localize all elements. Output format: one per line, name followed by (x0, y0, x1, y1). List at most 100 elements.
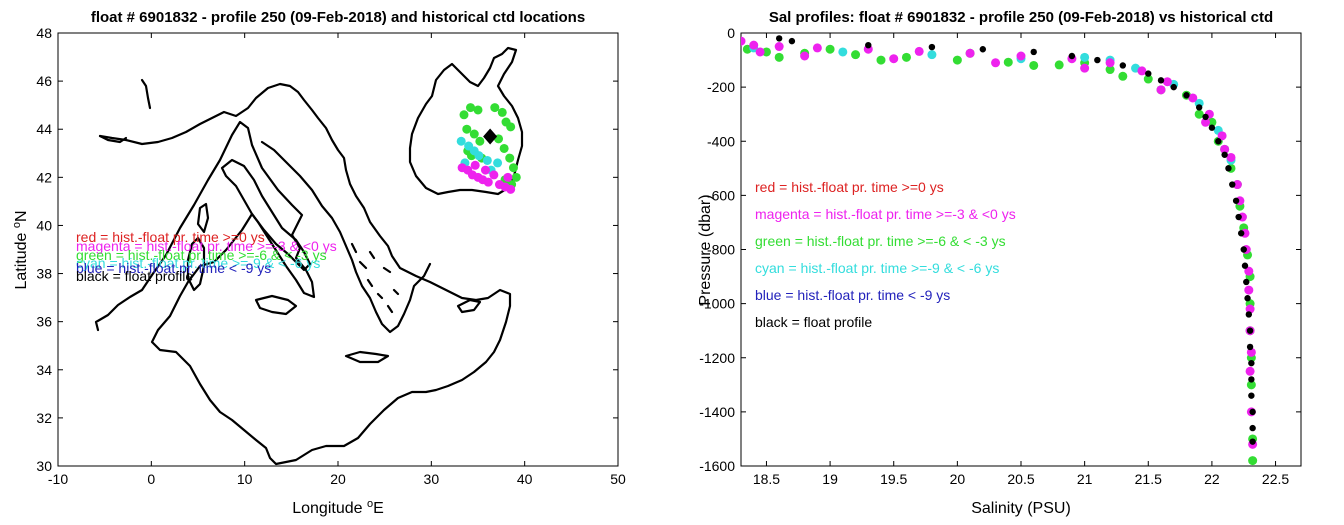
profile-legend: red = hist.-float pr. time >=0 ys magent… (755, 179, 1016, 330)
map-point-green (469, 129, 479, 139)
coastline-corsica (196, 202, 210, 234)
profile-point-black (1202, 113, 1209, 121)
coastline-aegean-islands (350, 242, 400, 314)
profile-point-green (825, 44, 835, 54)
profile-point-black (1248, 359, 1255, 367)
profile-point-magenta (1105, 58, 1115, 68)
profile-point-black (1245, 311, 1253, 318)
profile-point-magenta (1244, 266, 1254, 276)
coastline-brittany (140, 78, 152, 110)
profile-point-magenta (1220, 144, 1230, 154)
profile-point-black (1094, 56, 1101, 64)
profile-xlabel: Salinity (PSU) (971, 500, 1071, 517)
map-point-green (473, 105, 483, 115)
profile-point-magenta (991, 58, 1001, 68)
profile-point-black (1235, 213, 1242, 221)
profile-point-magenta (1226, 152, 1236, 162)
profile-point-green (774, 52, 784, 62)
profile-point-green (1207, 117, 1217, 127)
profile-point-magenta (1162, 77, 1172, 87)
map-point-green (511, 172, 521, 182)
profile-point-green (901, 52, 911, 62)
map-point-magenta (483, 177, 493, 187)
map-point-green (499, 143, 509, 153)
map-ticks: -10 0 10 20 30 40 50 30 32 34 36 38 40 42 44 46 48 (36, 25, 626, 487)
profile-ytick-label: -800 (707, 242, 735, 258)
map-point-magenta (489, 170, 499, 180)
profile-ytick-label: -1200 (699, 350, 735, 366)
profile-point-magenta (965, 48, 975, 58)
profile-panel: Sal profiles: float # 6901832 - profile … (697, 9, 1302, 517)
profile-legend-blue: blue = hist.-float pr. time < -9 ys (755, 287, 950, 303)
profile-point-green (1105, 65, 1115, 75)
profile-point-green (1003, 57, 1013, 67)
profile-xtick-label: 22 (1204, 471, 1220, 487)
map-point-green (505, 153, 515, 163)
map-ytick-label: 36 (36, 314, 52, 330)
map-ylabel: Latitude oN (11, 210, 30, 289)
profile-ticks: 18.5 19 19.5 20 20.5 21 21.5 22 22.5 0 -200 -400 -60… (699, 25, 1301, 487)
profile-point-black (1248, 376, 1255, 383)
map-xlabel: Longitude oE (292, 498, 384, 517)
profile-point-magenta (1188, 93, 1198, 103)
profile-point-black (1244, 295, 1251, 302)
map-legend-red: red = hist.-float pr. time >=0 ys (76, 229, 265, 245)
profile-point-black (865, 41, 872, 49)
map-xtick-label: 40 (517, 471, 533, 487)
coastline-adriatic (260, 140, 432, 334)
profile-point-magenta (889, 54, 899, 64)
profile-point-green (1054, 60, 1064, 70)
map-ytick-label: 32 (36, 410, 52, 426)
float-location-marker (483, 128, 498, 145)
profile-point-magenta (1156, 85, 1166, 95)
profile-point-black (928, 43, 936, 51)
profile-title: Sal profiles: float # 6901832 - profile … (769, 9, 1273, 26)
coastline-mediterranean (94, 82, 512, 466)
map-axes-box (57, 32, 619, 467)
profile-xtick-label: 20 (950, 471, 966, 487)
profile-ytick-label: -1400 (699, 404, 735, 420)
profile-point-black (1243, 278, 1250, 286)
map-title: float # 6901832 - profile 250 (09-Feb-20… (91, 9, 585, 26)
profile-ytick-label: -400 (707, 133, 735, 149)
profile-point-black (1246, 343, 1254, 351)
map-xtick-label: 10 (237, 471, 253, 487)
profile-legend-black: black = float profile (755, 314, 872, 330)
profile-ytick-label: -1600 (699, 458, 735, 474)
map-ytick-label: 46 (36, 73, 52, 89)
map-ytick-label: 40 (36, 217, 52, 233)
profile-point-green (1029, 60, 1039, 70)
coastline-sicily (254, 294, 298, 316)
profile-point-magenta (774, 42, 784, 52)
map-ytick-label: 34 (36, 362, 52, 378)
profile-point-green (761, 47, 771, 57)
profile-point-magenta (755, 47, 765, 57)
coastline-crete (344, 350, 390, 364)
profile-point-green (1194, 109, 1204, 119)
profile-point-magenta (1232, 180, 1242, 190)
profile-point-green (851, 50, 861, 60)
profile-point-magenta (812, 43, 822, 53)
profile-ytick-label: -600 (707, 187, 735, 203)
map-xtick-label: 0 (147, 471, 155, 487)
profile-ytick-label: 0 (727, 25, 735, 41)
profile-point-magenta (1245, 366, 1255, 376)
profile-point-magenta (1016, 51, 1026, 61)
profile-point-magenta (741, 36, 746, 46)
profile-point-magenta (1244, 285, 1254, 295)
profile-point-green (1118, 71, 1128, 81)
map-legend: red = hist.-float pr. time >=0 ys magent… (76, 229, 337, 284)
profile-xtick-label: 22.5 (1262, 471, 1289, 487)
profile-ytick-label: -1000 (699, 296, 735, 312)
map-point-magenta (503, 172, 513, 182)
profile-point-black (775, 35, 783, 42)
profile-legend-magenta: magenta = hist.-float pr. time >=-3 & <0… (755, 206, 1016, 222)
profile-point-magenta (749, 40, 759, 50)
map-legend-blue: blue = hist.-float pr. time < -9 ys (76, 260, 271, 276)
profile-point-black (1145, 70, 1152, 77)
profile-point-black (1215, 138, 1222, 145)
map-ytick-label: 38 (36, 266, 52, 282)
profile-xtick-label: 20.5 (1007, 471, 1034, 487)
map-point-green (475, 136, 485, 146)
